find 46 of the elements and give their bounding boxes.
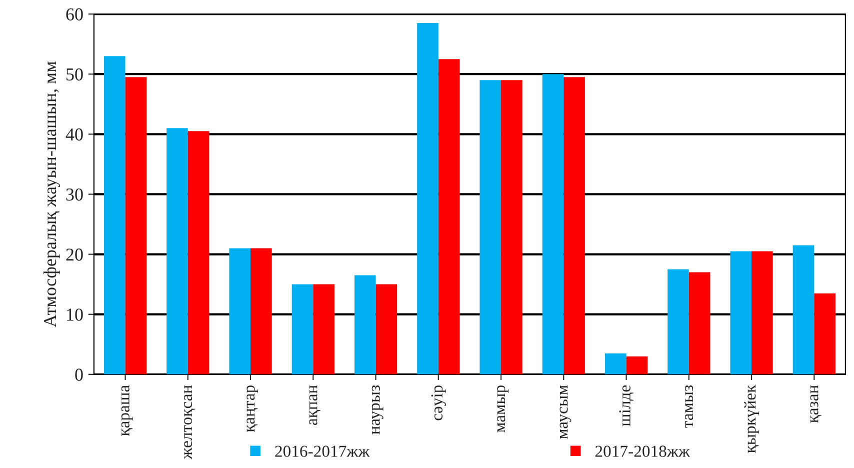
bar: [438, 59, 460, 374]
bar: [564, 77, 585, 374]
bar: [604, 353, 626, 374]
y-tick-label: 30: [66, 188, 83, 201]
bar: [354, 275, 376, 374]
y-tick-label: 50: [66, 68, 83, 81]
bar: [417, 23, 438, 374]
y-axis-title: Атмосфералық жауын-шашын, мм: [43, 61, 60, 328]
bar: [688, 272, 710, 374]
y-tick-label: 10: [67, 308, 83, 321]
legend-label: 2017-2018жж: [595, 446, 690, 457]
bar: [166, 128, 188, 374]
x-tick-label: мамыр: [497, 385, 509, 432]
bar: [480, 80, 502, 374]
x-tick-label: қазан: [810, 385, 822, 423]
bar: [229, 248, 251, 374]
bar: [792, 245, 814, 374]
bar: [125, 77, 147, 374]
x-tick-label: қыркүйек: [744, 384, 760, 453]
bar: [104, 56, 126, 374]
bar: [292, 284, 314, 374]
x-tick-label: тамыз: [685, 385, 694, 428]
x-tick-label: қаңтар: [246, 385, 258, 432]
bar: [188, 131, 210, 374]
bar: [626, 356, 648, 374]
bar: [313, 284, 334, 374]
bar: [501, 80, 522, 374]
x-tick-label: желтоқсан: [184, 385, 196, 460]
bar: [814, 293, 836, 374]
legend-label: 2016-2017жж: [275, 446, 370, 457]
y-tick-label: 40: [66, 128, 83, 141]
y-tick-label: 0: [75, 368, 83, 381]
bar: [752, 251, 773, 374]
bar: [542, 74, 564, 374]
y-tick-label: 20: [66, 248, 83, 261]
x-tick-label: маусым: [560, 385, 572, 439]
y-tick-label: 60: [66, 8, 83, 20]
x-tick-label: наурыз: [372, 385, 384, 434]
x-tick-label: ақпан: [309, 385, 320, 425]
bar: [668, 269, 689, 374]
bar: [250, 248, 272, 374]
x-tick-label: шілде: [619, 385, 634, 426]
x-tick-label: қараша: [121, 385, 133, 436]
bar: [730, 251, 752, 374]
x-tick-label: сәуір: [431, 385, 446, 420]
bar: [376, 284, 398, 374]
